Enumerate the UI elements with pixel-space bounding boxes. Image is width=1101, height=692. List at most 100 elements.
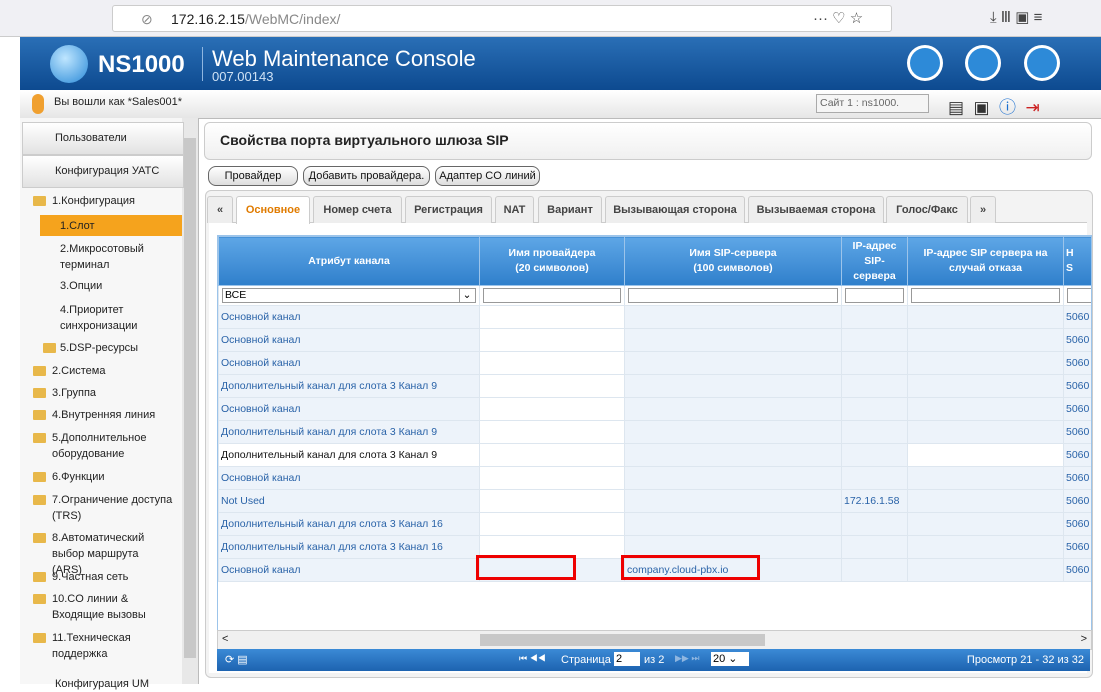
table-cell: 5060 — [1063, 374, 1091, 398]
site-select[interactable]: Сайт 1 : ns1000. — [816, 94, 929, 113]
tools-button[interactable] — [965, 45, 1001, 81]
tab[interactable]: Номер счета — [313, 196, 402, 223]
pager-next[interactable]: ▶▶ ⏭ — [675, 653, 700, 663]
menu-item[interactable]: 6.Функции — [52, 471, 105, 483]
tab[interactable]: Основное — [236, 196, 310, 224]
menu-item[interactable]: 10.CO линии & Входящие вызовы — [52, 593, 146, 621]
menu-item[interactable]: 5.DSP-ресурсы — [60, 342, 139, 354]
filter-input[interactable] — [845, 288, 904, 303]
folder-icon — [33, 633, 46, 643]
menu-users[interactable] — [22, 122, 184, 155]
tab[interactable]: NAT — [495, 196, 534, 223]
menu-item[interactable]: 9.Частная сеть — [52, 571, 129, 583]
pager-icons[interactable]: ⟳ ▤ — [225, 654, 248, 666]
table-cell — [907, 443, 1064, 467]
menu-item[interactable]: 5.Дополнительное оборудование — [52, 432, 147, 460]
header-text: случай отказа — [949, 262, 1022, 274]
header-text: IP-адрес — [852, 239, 897, 252]
action-icons[interactable]: ▤ ▣ ⓘ ⇥ — [948, 98, 1040, 117]
menu-item[interactable]: 2.Система — [52, 365, 106, 377]
selected-item — [40, 215, 182, 236]
column-header: IP-адрес SIP сервера на случай отказа — [907, 236, 1064, 286]
filter-select[interactable]: ВСЕ ⌄ — [222, 288, 476, 303]
folder-icon — [33, 472, 46, 482]
page-actions[interactable]: ··· ♡ ☆ — [813, 10, 864, 27]
table-cell: 5060 — [1063, 489, 1091, 513]
menu-item[interactable]: Конфигурация UM — [55, 678, 149, 690]
menu-pbx[interactable] — [22, 155, 184, 188]
column-header: Атрибут канала — [218, 236, 480, 286]
button[interactable]: Адаптер CO линий — [435, 166, 540, 186]
menu-item[interactable]: 1.Слот — [60, 220, 95, 232]
sidebar-scrollbar[interactable] — [182, 118, 198, 684]
table-row: Дополнительный канал для слота 3 Канал 1… — [218, 512, 1091, 536]
table-cell — [624, 351, 842, 375]
filter-cell — [479, 285, 625, 306]
cell-text: Дополнительный канал для слота 3 Канал 1… — [221, 518, 443, 530]
table-cell — [907, 351, 1064, 375]
toolbar-icons[interactable]: ⤓ Ⅲ ▣ ≡ — [990, 9, 1043, 26]
home-button[interactable] — [907, 45, 943, 81]
menu-item[interactable]: 11.Техническая поддержка — [52, 632, 131, 660]
page-number: 2 — [616, 653, 623, 665]
menu-item[interactable]: Конфигурация УАТС — [55, 165, 160, 177]
folder-icon — [43, 343, 56, 353]
button[interactable]: Добавить провайдера. — [303, 166, 430, 186]
h-scrollbar[interactable]: < > — [217, 630, 1092, 650]
page-input[interactable]: 2 — [614, 652, 640, 666]
filter-cell: ВСЕ ⌄ — [218, 285, 480, 306]
table-cell — [479, 351, 625, 375]
menu-item[interactable]: 3.Группа — [52, 387, 97, 399]
tab[interactable]: Вызываемая сторона — [748, 196, 884, 223]
table-row: Основной канал 5060 — [218, 305, 1091, 329]
table-cell — [479, 443, 625, 467]
pager-prev[interactable]: ⏮ ◀◀ — [519, 653, 546, 663]
cell-text: company.cloud-pbx.io — [627, 564, 729, 576]
tab[interactable]: Голос/Факс — [886, 196, 968, 223]
header-text: (100 символов) — [693, 262, 773, 274]
column-header: IP-адрес SIP-сервера — [841, 236, 908, 286]
table-cell: Основной канал — [218, 328, 480, 352]
url-field[interactable]: ⊘ 172.16.2.15/WebMC/index/ ··· ♡ ☆ — [112, 5, 892, 32]
cell-text: 5060 — [1066, 472, 1090, 484]
tab[interactable]: Вариант — [538, 196, 602, 223]
table-cell — [479, 466, 625, 490]
menu-item[interactable]: 2.Микросотовый терминал — [60, 243, 144, 271]
filter-input[interactable] — [911, 288, 1060, 303]
tab[interactable]: Регистрация — [405, 196, 492, 223]
table-cell — [479, 535, 625, 559]
cell-text: 5060 — [1066, 334, 1090, 346]
table-cell — [907, 489, 1064, 513]
table-cell: Основной канал — [218, 558, 480, 582]
menu-item[interactable]: 4.Внутренняя линия — [52, 409, 156, 421]
sidebar — [20, 118, 199, 684]
menu-item[interactable]: 7.Ограничение доступа (TRS) — [52, 494, 173, 522]
tab[interactable]: « — [207, 196, 233, 223]
menu-item[interactable]: 4.Приоритет синхронизации — [60, 304, 138, 332]
menu-item[interactable]: 8.Автоматический выбор маршрута (ARS) — [52, 532, 145, 576]
dropdown-arrow: ⌄ — [459, 289, 474, 302]
folder-icon — [33, 433, 46, 443]
table-cell — [841, 558, 908, 582]
tab[interactable]: Вызывающая сторона — [605, 196, 745, 223]
filter-input[interactable] — [1067, 288, 1091, 303]
menu-item[interactable]: 1.Конфигурация — [52, 195, 135, 207]
page-size-select[interactable]: 20 ⌄ — [711, 652, 749, 666]
table-row: Основной канал 5060 — [218, 397, 1091, 421]
filter-input[interactable] — [628, 288, 838, 303]
data-table: Атрибут канала Имя провайдера (20 символов… — [218, 236, 1091, 582]
lock-icon: ⊘ — [141, 11, 153, 27]
cell-text: 172.16.1.58 — [844, 495, 900, 507]
tab[interactable]: » — [970, 196, 996, 223]
menu-item[interactable]: 3.Опции — [60, 280, 103, 292]
table-cell: 5060 — [1063, 328, 1091, 352]
logo-globe — [50, 45, 88, 83]
filter-row: ВСЕ ⌄ — [218, 285, 1091, 306]
button[interactable]: Провайдер — [208, 166, 298, 186]
filter-input[interactable] — [483, 288, 621, 303]
settings-button[interactable] — [1024, 45, 1060, 81]
header-text: IP-адрес SIP сервера на — [923, 247, 1048, 259]
page-size: 20 — [713, 653, 726, 665]
menu-item[interactable]: Пользователи — [55, 132, 127, 144]
